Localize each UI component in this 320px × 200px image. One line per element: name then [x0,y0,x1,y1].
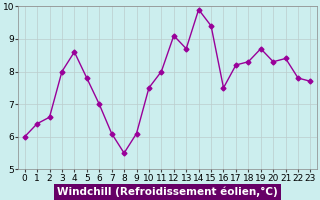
X-axis label: Windchill (Refroidissement éolien,°C): Windchill (Refroidissement éolien,°C) [57,187,278,197]
